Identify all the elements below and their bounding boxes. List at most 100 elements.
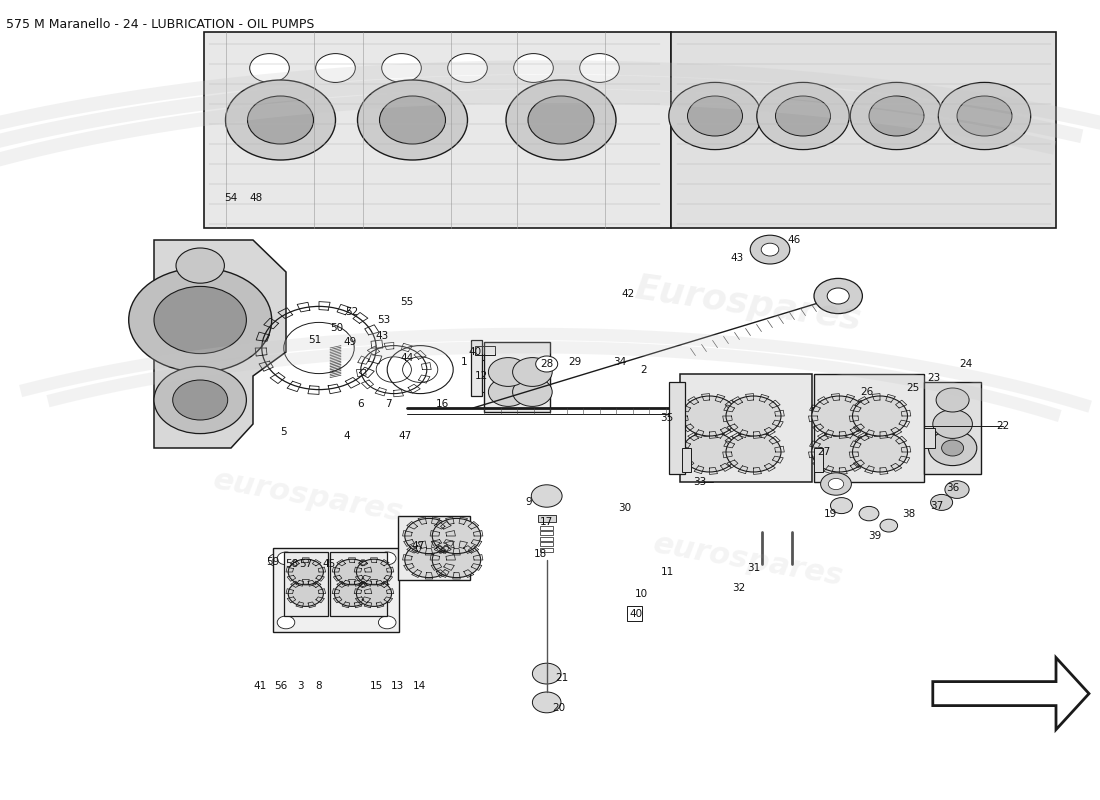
Text: 52: 52 — [345, 307, 359, 317]
Text: 57: 57 — [299, 559, 312, 569]
Circle shape — [358, 80, 468, 160]
Circle shape — [277, 552, 295, 565]
Bar — [284, 552, 328, 616]
Polygon shape — [671, 32, 1056, 228]
Circle shape — [129, 268, 272, 372]
Circle shape — [928, 430, 977, 466]
Text: 20: 20 — [552, 703, 565, 713]
Text: 38: 38 — [902, 509, 915, 518]
Circle shape — [287, 557, 296, 563]
Circle shape — [827, 288, 849, 304]
Circle shape — [321, 557, 330, 563]
Text: 575 M Maranello - 24 - LUBRICATION - OIL PUMPS: 575 M Maranello - 24 - LUBRICATION - OIL… — [6, 18, 313, 30]
Text: 43: 43 — [730, 253, 744, 262]
Circle shape — [830, 498, 852, 514]
Text: 43: 43 — [375, 331, 388, 341]
Text: 17: 17 — [540, 517, 553, 526]
Bar — [484, 342, 550, 412]
Circle shape — [432, 518, 481, 554]
Circle shape — [812, 432, 867, 472]
Circle shape — [957, 96, 1012, 136]
Text: 3: 3 — [297, 681, 304, 690]
Circle shape — [532, 663, 561, 684]
Text: 40: 40 — [469, 347, 482, 357]
Circle shape — [931, 494, 953, 510]
Text: 18: 18 — [534, 549, 547, 558]
Bar — [682, 448, 691, 472]
Text: 50: 50 — [330, 323, 343, 333]
Text: 35: 35 — [660, 413, 673, 422]
Circle shape — [356, 581, 392, 606]
Circle shape — [880, 519, 898, 532]
Text: eurospares: eurospares — [650, 529, 846, 591]
Circle shape — [382, 54, 421, 82]
Circle shape — [378, 552, 396, 565]
Circle shape — [226, 80, 336, 160]
Circle shape — [812, 396, 867, 436]
Text: 15: 15 — [370, 681, 383, 690]
Text: 46: 46 — [788, 235, 801, 245]
Circle shape — [506, 80, 616, 160]
Circle shape — [726, 396, 781, 436]
Text: 40: 40 — [629, 610, 642, 619]
Circle shape — [288, 581, 323, 606]
Bar — [540, 542, 553, 546]
Circle shape — [942, 440, 964, 456]
Text: 29: 29 — [569, 357, 582, 366]
Bar — [669, 382, 685, 474]
Bar — [540, 537, 553, 541]
Circle shape — [154, 366, 246, 434]
Bar — [482, 360, 531, 392]
Circle shape — [301, 557, 310, 563]
Text: 14: 14 — [412, 681, 426, 690]
Circle shape — [682, 432, 737, 472]
Text: 25: 25 — [906, 383, 920, 393]
Circle shape — [859, 506, 879, 521]
Circle shape — [378, 616, 396, 629]
Circle shape — [316, 54, 355, 82]
Text: 11: 11 — [661, 567, 674, 577]
Circle shape — [536, 356, 558, 372]
Circle shape — [248, 96, 314, 144]
Circle shape — [852, 396, 907, 436]
Text: 42: 42 — [621, 289, 635, 298]
Bar — [814, 448, 823, 472]
Circle shape — [532, 692, 561, 713]
Circle shape — [726, 432, 781, 472]
Text: 16: 16 — [436, 399, 449, 409]
Text: 58: 58 — [285, 559, 298, 569]
Text: 47: 47 — [398, 431, 411, 441]
Circle shape — [288, 559, 323, 585]
Circle shape — [513, 358, 552, 386]
Polygon shape — [204, 32, 671, 228]
Text: 36: 36 — [946, 483, 959, 493]
Text: 41: 41 — [253, 681, 266, 690]
Circle shape — [580, 54, 619, 82]
Text: 59: 59 — [266, 557, 279, 566]
Circle shape — [448, 54, 487, 82]
Circle shape — [852, 432, 907, 472]
Circle shape — [379, 96, 446, 144]
Circle shape — [176, 248, 224, 283]
Circle shape — [938, 82, 1031, 150]
Text: 56: 56 — [274, 681, 287, 690]
Circle shape — [814, 278, 862, 314]
Text: 30: 30 — [618, 503, 631, 513]
Circle shape — [514, 54, 553, 82]
Text: 33: 33 — [693, 477, 706, 486]
Text: 45: 45 — [322, 559, 335, 569]
Text: 21: 21 — [556, 673, 569, 682]
Circle shape — [488, 378, 528, 406]
Text: 23: 23 — [927, 373, 940, 382]
Circle shape — [850, 82, 943, 150]
Circle shape — [513, 378, 552, 406]
Circle shape — [405, 542, 453, 578]
Text: 48: 48 — [250, 194, 263, 203]
Text: 10: 10 — [635, 589, 648, 598]
Circle shape — [757, 82, 849, 150]
Bar — [273, 548, 399, 632]
Bar — [680, 374, 812, 482]
Circle shape — [488, 358, 528, 386]
Circle shape — [828, 478, 844, 490]
Circle shape — [669, 82, 761, 150]
